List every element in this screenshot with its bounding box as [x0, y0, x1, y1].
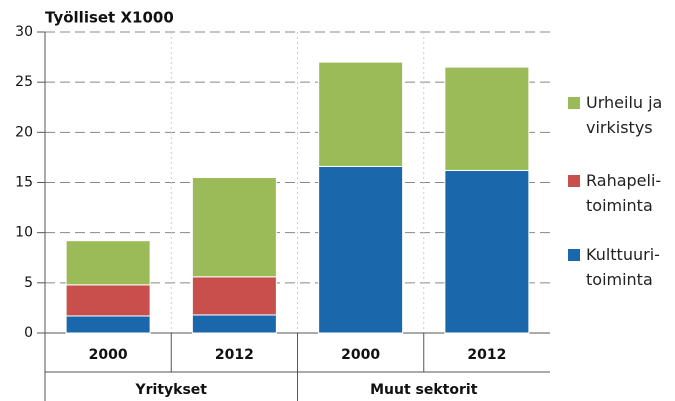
- y-tick-label: 0: [24, 325, 33, 341]
- legend-label: Rahapeli-toiminta: [586, 171, 662, 215]
- bar-segment: [65, 315, 151, 334]
- legend-swatch: [568, 175, 580, 187]
- bar-segment: [318, 61, 404, 167]
- bar-segment: [191, 314, 277, 334]
- chart-title: Työlliset X1000: [45, 9, 174, 27]
- y-tick-label: 10: [15, 225, 33, 241]
- y-tick-label: 20: [15, 124, 33, 140]
- bar-segment: [191, 276, 277, 316]
- bar-segment: [65, 284, 151, 317]
- y-tick-label: 15: [15, 175, 33, 191]
- bar-segment: [65, 240, 151, 286]
- y-tick-label: 30: [15, 24, 33, 40]
- legend-label: Urheilu ja virkistys: [586, 93, 663, 137]
- x-tick-label: 2000: [341, 347, 380, 363]
- bar-segment: [318, 165, 404, 334]
- x-tick-label: 2012: [467, 347, 506, 363]
- group-label: Muut sektorit: [370, 382, 478, 398]
- y-tick-label: 5: [24, 275, 33, 291]
- legend-swatch: [568, 249, 580, 261]
- x-tick-label: 2012: [215, 347, 254, 363]
- bar-segment: [191, 176, 277, 278]
- bar-segment: [444, 66, 530, 171]
- legend-swatch: [568, 97, 580, 109]
- x-tick-label: 2000: [89, 347, 128, 363]
- bar-segment: [444, 169, 530, 334]
- legend-label: Kulttuuri-toiminta: [586, 245, 660, 289]
- group-label: Yritykset: [135, 382, 208, 398]
- y-tick-label: 25: [15, 74, 33, 90]
